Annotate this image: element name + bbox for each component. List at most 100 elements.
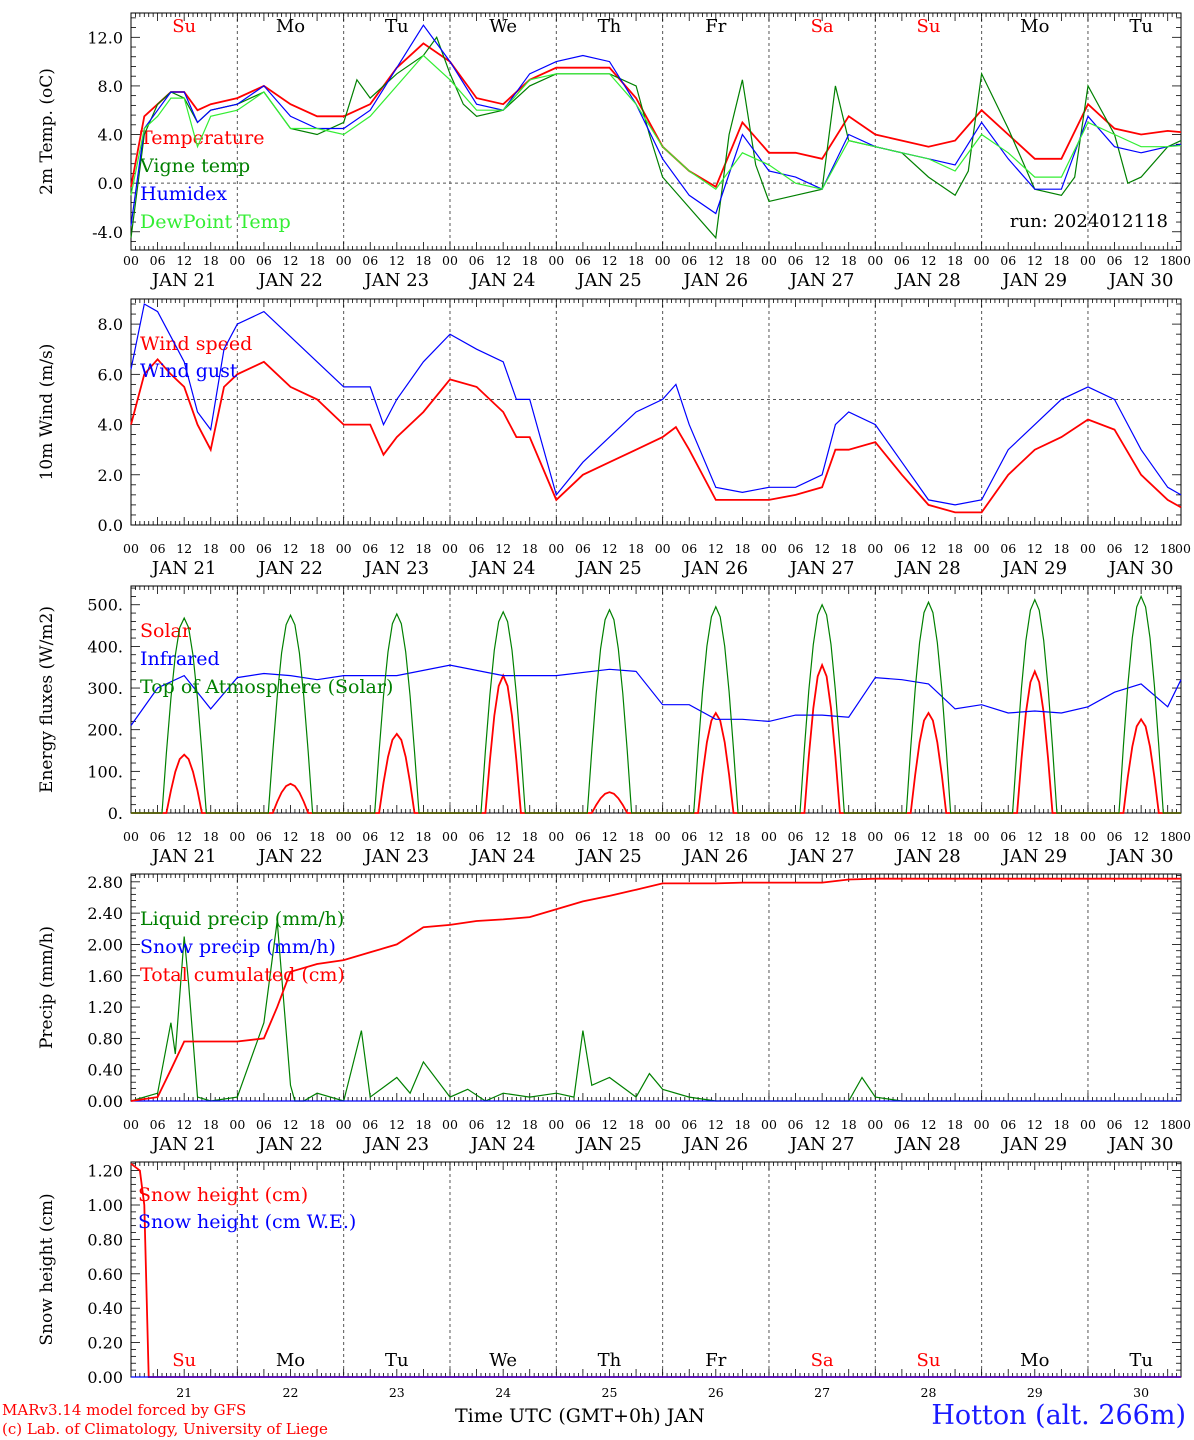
x-hour-label: 12 [1027, 253, 1043, 268]
x-hour-label: 00 [1080, 253, 1096, 268]
x-hour-label: 00 [655, 253, 671, 268]
x-hour-label: 00 [442, 541, 458, 556]
x-hour-label: 18 [734, 253, 750, 268]
x-hour-label: 00 [1175, 829, 1191, 844]
weekday-label-top: We [489, 16, 517, 37]
x-hour-label: 00 [974, 1117, 990, 1132]
y-tick-label: 1.00 [87, 1196, 123, 1215]
x-hour-label: 06 [788, 541, 804, 556]
x-hour-label: 12 [921, 829, 937, 844]
x-hour-label: 06 [681, 541, 697, 556]
x-hour-label: 06 [1000, 541, 1016, 556]
x-hour-label: 18 [947, 1117, 963, 1132]
x-hour-label: 18 [947, 541, 963, 556]
series-line-0 [130, 42, 1182, 189]
x-hour-label: 18 [522, 253, 538, 268]
x-date-label: JAN 28 [894, 270, 961, 291]
series-line-0 [130, 357, 1182, 514]
day-number-label: 25 [602, 1385, 618, 1400]
weekday-label-top: Th [598, 16, 622, 37]
y-tick-label: 0.00 [87, 1092, 123, 1111]
x-hour-label: 12 [1133, 541, 1149, 556]
x-hour-label: 18 [841, 1117, 857, 1132]
x-date-label: JAN 25 [575, 846, 642, 867]
x-hour-label: 12 [708, 253, 724, 268]
x-hour-label: 00 [336, 829, 352, 844]
x-hour-label: 06 [788, 253, 804, 268]
x-hour-label: 06 [150, 1117, 166, 1132]
weekday-label-bottom: Fr [705, 1350, 726, 1371]
x-date-label: JAN 26 [682, 846, 749, 867]
legend-entry: DewPoint Temp [140, 211, 291, 233]
x-hour-label: 06 [469, 829, 485, 844]
x-date-label: JAN 24 [469, 1134, 536, 1155]
x-hour-label: 18 [734, 541, 750, 556]
x-date-label: JAN 30 [1107, 846, 1174, 867]
x-hour-label: 18 [309, 541, 325, 556]
x-hour-label: 06 [256, 253, 272, 268]
x-date-label: JAN 27 [788, 270, 855, 291]
x-hour-label: 00 [1175, 253, 1191, 268]
x-hour-label: 00 [1080, 829, 1096, 844]
x-hour-label: 18 [841, 829, 857, 844]
x-hour-label: 06 [469, 253, 485, 268]
y-tick-label: 500. [87, 596, 123, 615]
y-tick-label: 400. [87, 637, 123, 656]
y-tick-label: 4.0 [98, 416, 123, 435]
station-label: Hotton (alt. 266m) [931, 1400, 1186, 1431]
x-hour-label: 06 [1000, 829, 1016, 844]
x-hour-label: 18 [415, 541, 431, 556]
x-hour-label: 00 [123, 253, 139, 268]
y-tick-label: 2.00 [87, 935, 123, 954]
x-hour-label: 12 [602, 253, 618, 268]
x-hour-label: 12 [921, 1117, 937, 1132]
x-hour-label: 12 [283, 829, 299, 844]
series-line-1 [130, 303, 1182, 506]
legend-entry: Top of Atmosphere (Solar) [140, 676, 393, 698]
x-hour-label: 12 [708, 541, 724, 556]
x-hour-label: 12 [283, 253, 299, 268]
x-hour-label: 00 [761, 541, 777, 556]
series-line-2 [130, 24, 1182, 226]
x-hour-label: 00 [336, 541, 352, 556]
legend-entry: Wind gust [140, 360, 238, 382]
model-credit: MARv3.14 model forced by GFS [2, 1401, 247, 1419]
y-tick-label: 0.80 [87, 1029, 123, 1048]
x-hour-label: 18 [1160, 1117, 1176, 1132]
y-tick-label: 0. [108, 804, 123, 823]
x-date-label: JAN 24 [469, 846, 536, 867]
x-hour-label: 18 [1053, 253, 1069, 268]
x-hour-label: 18 [841, 253, 857, 268]
series-line-2 [130, 877, 1181, 1102]
day-number-label: 29 [1027, 1385, 1043, 1400]
x-hour-label: 12 [283, 541, 299, 556]
x-hour-label: 00 [336, 253, 352, 268]
x-hour-label: 18 [1160, 541, 1176, 556]
x-hour-label: 06 [1107, 541, 1123, 556]
legend-entry: Humidex [140, 183, 227, 205]
x-hour-label: 06 [362, 253, 378, 268]
x-hour-label: 06 [256, 829, 272, 844]
x-hour-label: 00 [867, 541, 883, 556]
x-hour-label: 12 [602, 1117, 618, 1132]
x-hour-label: 18 [522, 829, 538, 844]
x-hour-label: 00 [548, 253, 564, 268]
x-hour-label: 06 [150, 829, 166, 844]
x-hour-label: 18 [522, 1117, 538, 1132]
x-date-label: JAN 21 [150, 1134, 217, 1155]
y-tick-label: 1.20 [87, 1162, 123, 1181]
x-hour-label: 00 [548, 829, 564, 844]
y-tick-label: 0.60 [87, 1265, 123, 1284]
x-date-label: JAN 24 [469, 270, 536, 291]
x-hour-label: 18 [628, 253, 644, 268]
y-tick-label: 300. [87, 679, 123, 698]
x-hour-label: 00 [123, 1117, 139, 1132]
x-date-label: JAN 29 [1001, 1134, 1068, 1155]
day-number-label: 21 [176, 1385, 192, 1400]
x-hour-label: 18 [415, 1117, 431, 1132]
legend-entry: Snow height (cm W.E.) [138, 1211, 356, 1233]
x-hour-label: 00 [655, 829, 671, 844]
x-date-label: JAN 28 [894, 846, 961, 867]
x-hour-label: 00 [229, 1117, 245, 1132]
day-number-label: 30 [1133, 1385, 1149, 1400]
